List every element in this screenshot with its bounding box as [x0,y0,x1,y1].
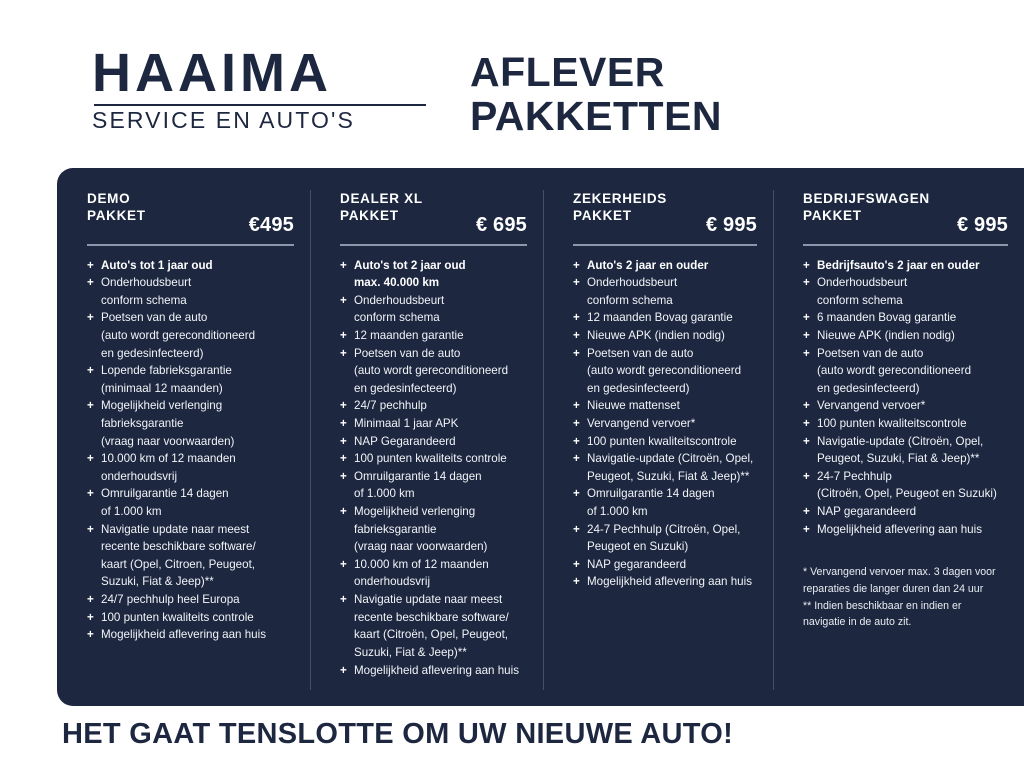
feature-item: 100 punten kwaliteitscontrole [803,415,1008,433]
feature-item: Onderhoudsbeurt conform schema [803,274,1008,309]
package-name: ZEKERHEIDS PAKKET [573,191,668,224]
feature-item: Lopende fabrieksgarantie (minimaal 12 ma… [87,362,294,397]
feature-item: 100 punten kwaliteits controle [340,450,527,468]
feature-item: Navigatie update naar meest recente besc… [340,591,527,661]
package-name: DEMO PAKKET [87,191,146,224]
feature-item: Poetsen van de auto (auto wordt gerecond… [803,345,1008,398]
feature-item: Auto's 2 jaar en ouder [573,257,757,275]
feature-item: Poetsen van de auto (auto wordt gerecond… [87,309,294,362]
brand-name: HAAIMA [92,43,332,103]
feature-item: Navigatie-update (Citroën, Opel, Peugeot… [803,433,1008,468]
packages-panel: DEMO PAKKET€495Auto's tot 1 jaar oudOnde… [57,168,1024,706]
package-header-dealer-xl: DEALER XL PAKKET € 695 [340,190,527,236]
feature-item: 100 punten kwaliteitscontrole [573,433,757,451]
feature-item: Mogelijkheid aflevering aan huis [573,573,757,591]
feature-item: 100 punten kwaliteits controle [87,609,294,627]
page-title-line-1: AFLEVER [470,49,665,95]
feature-item: Poetsen van de auto (auto wordt gerecond… [340,345,527,398]
package-price: €495 [248,214,294,236]
feature-item: Vervangend vervoer* [803,397,1008,415]
feature-item: Navigatie update naar meest recente besc… [87,521,294,591]
feature-list: Bedrijfsauto's 2 jaar en ouderOnderhouds… [803,257,1008,539]
package-column-zekerheids: ZEKERHEIDS PAKKET € 995 Auto's 2 jaar en o… [543,190,773,706]
feature-item: Nieuwe APK (indien nodig) [803,327,1008,345]
package-header-divider [87,244,294,246]
package-column-demo: DEMO PAKKET €495 Auto's tot 1 jaar oudOnde… [57,190,310,706]
feature-item: 24/7 pechhulp [340,397,527,415]
feature-item: 24/7 pechhulp heel Europa [87,591,294,609]
package-column-bedrijfswagen: BEDRIJFSWAGEN PAKKET € 995 Bedrijfsauto's … [773,190,1024,706]
package-name: DEALER XL PAKKET [340,191,423,224]
brand-logo: HAAIMA SERVICE EN AUTO'S [92,46,432,132]
feature-item: Mogelijkheid verlenging fabrieksgarantie… [340,503,527,556]
feature-item: Onderhoudsbeurt conform schema [87,274,294,309]
feature-item: Mogelijkheid verlenging fabrieksgarantie… [87,397,294,450]
feature-item: Omruilgarantie 14 dagen of 1.000 km [340,468,527,503]
feature-item: 24-7 Pechhulp (Citroën, Opel, Peugeot en… [803,468,1008,503]
feature-item: 12 maanden Bovag garantie [573,309,757,327]
feature-item: 10.000 km of 12 maanden onderhoudsvrij [87,450,294,485]
feature-item: Auto's tot 2 jaar oud max. 40.000 km [340,257,527,292]
package-header-bedrijfswagen: BEDRIJFSWAGEN PAKKET € 995 [803,190,1008,236]
package-header-zekerheids: ZEKERHEIDS PAKKET € 995 [573,190,757,236]
feature-item: Minimaal 1 jaar APK [340,415,527,433]
feature-item: Onderhoudsbeurt conform schema [573,274,757,309]
brand-rule [94,104,426,106]
feature-item: 12 maanden garantie [340,327,527,345]
footer-tagline: HET GAAT TENSLOTTE OM UW NIEUWE AUTO! [62,718,734,750]
brand-tagline: SERVICE EN AUTO'S [92,107,355,133]
feature-item: Omruilgarantie 14 dagen of 1.000 km [87,485,294,520]
feature-item: Mogelijkheid aflevering aan huis [87,626,294,644]
feature-item: Navigatie-update (Citroën, Opel, Peugeot… [573,450,757,485]
feature-item: Nieuwe mattenset [573,397,757,415]
package-name: BEDRIJFSWAGEN PAKKET [803,191,930,224]
footnote: ** Indien beschikbaar en indien er navig… [803,600,962,629]
feature-item: Onderhoudsbeurt conform schema [340,292,527,327]
footnote: * Vervangend vervoer max. 3 dagen voor r… [803,566,996,595]
feature-item: 24-7 Pechhulp (Citroën, Opel, Peugeot en… [573,521,757,556]
feature-list: Auto's 2 jaar en ouderOnderhoudsbeurt co… [573,257,757,592]
footnotes: * Vervangend vervoer max. 3 dagen voor r… [803,564,1008,631]
page-header: HAAIMA SERVICE EN AUTO'S AFLEVER PAKKETT… [0,0,1024,168]
feature-item: Auto's tot 1 jaar oud [87,257,294,275]
package-header-divider [573,244,757,246]
feature-item: NAP Gegarandeerd [340,433,527,451]
package-header-demo: DEMO PAKKET €495 [87,190,294,236]
package-price: € 995 [956,214,1008,236]
package-header-divider [340,244,527,246]
feature-item: Mogelijkheid aflevering aan huis [803,521,1008,539]
feature-list: Auto's tot 2 jaar oud max. 40.000 kmOnde… [340,257,527,680]
package-price: € 695 [475,214,527,236]
feature-item: Vervangend vervoer* [573,415,757,433]
page-title-line-2: PAKKETTEN [470,93,723,140]
page-title: AFLEVER PAKKETTEN [470,50,722,139]
package-header-divider [803,244,1008,246]
packages-columns: DEMO PAKKET€495Auto's tot 1 jaar oudOnde… [57,168,1024,706]
feature-list: Auto's tot 1 jaar oudOnderhoudsbeurt con… [87,257,294,644]
feature-item: Nieuwe APK (indien nodig) [573,327,757,345]
feature-item: Omruilgarantie 14 dagen of 1.000 km [573,485,757,520]
feature-item: NAP gegarandeerd [573,556,757,574]
package-column-dealer-xl: DEALER XL PAKKET € 695 Auto's tot 2 jaar o… [310,190,543,706]
feature-item: Mogelijkheid aflevering aan huis [340,662,527,680]
feature-item: 6 maanden Bovag garantie [803,309,1008,327]
feature-item: 10.000 km of 12 maanden onderhoudsvrij [340,556,527,591]
feature-item: Bedrijfsauto's 2 jaar en ouder [803,257,1008,275]
feature-item: Poetsen van de auto (auto wordt gerecond… [573,345,757,398]
feature-item: NAP gegarandeerd [803,503,1008,521]
package-price: € 995 [705,214,757,236]
